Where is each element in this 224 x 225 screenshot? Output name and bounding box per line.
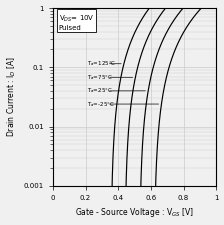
Text: T$_a$=-25°C: T$_a$=-25°C (87, 100, 115, 108)
Text: V$_{DS}$= 10V
Pulsed: V$_{DS}$= 10V Pulsed (59, 14, 94, 31)
Text: T$_a$=25°C: T$_a$=25°C (87, 86, 113, 95)
Text: T$_a$=75°C: T$_a$=75°C (87, 73, 113, 82)
X-axis label: Gate - Source Voltage : V$_{GS}$ [V]: Gate - Source Voltage : V$_{GS}$ [V] (75, 207, 194, 219)
Text: T$_a$=125°C: T$_a$=125°C (87, 59, 116, 68)
Y-axis label: Drain Current : I$_{D}$ [A]: Drain Current : I$_{D}$ [A] (6, 56, 18, 137)
